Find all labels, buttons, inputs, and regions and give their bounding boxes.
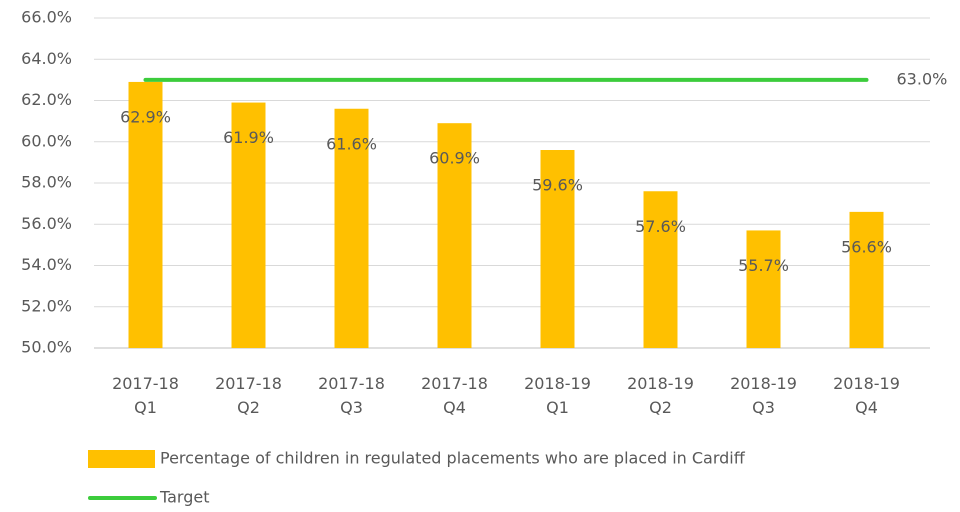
x-tick-label: 2018-19 Q1	[524, 374, 591, 417]
data-label: 61.6%	[326, 134, 377, 153]
x-tick-label: 2018-19 Q2	[627, 374, 694, 417]
bar	[746, 230, 781, 348]
data-label: 60.9%	[429, 149, 480, 168]
y-tick-label: 66.0%	[21, 8, 72, 27]
y-tick-label: 62.0%	[21, 90, 72, 109]
data-label: 59.6%	[532, 176, 583, 195]
bar	[334, 108, 369, 348]
bar	[643, 191, 678, 348]
data-label: 63.0%	[897, 69, 948, 88]
x-tick-label: 2017-18 Q1	[112, 374, 179, 417]
x-tick-label: 2017-18 Q4	[421, 374, 488, 417]
y-tick-label: 58.0%	[21, 173, 72, 192]
x-tick-label: 2017-18 Q3	[318, 374, 385, 417]
bar	[540, 150, 575, 348]
y-tick-label: 54.0%	[21, 255, 72, 274]
x-tick-label: 2018-19 Q4	[833, 374, 900, 417]
data-label: 61.9%	[223, 128, 274, 147]
x-tick-label: 2017-18 Q2	[215, 374, 282, 417]
y-tick-label: 56.0%	[21, 214, 72, 233]
data-label: 57.6%	[635, 217, 686, 236]
y-tick-label: 52.0%	[21, 296, 72, 315]
y-tick-label: 60.0%	[21, 131, 72, 150]
x-tick-label: 2018-19 Q3	[730, 374, 797, 417]
bar	[849, 211, 884, 348]
legend-label: Target	[159, 488, 210, 507]
legend-swatch	[88, 450, 155, 468]
y-tick-label: 50.0%	[21, 338, 72, 357]
bar	[437, 123, 472, 348]
data-label: 55.7%	[738, 256, 789, 275]
data-label: 56.6%	[841, 237, 892, 256]
data-label: 62.9%	[120, 107, 171, 126]
legend-label: Percentage of children in regulated plac…	[160, 449, 746, 468]
bar	[231, 102, 266, 348]
bar	[128, 81, 163, 348]
y-tick-label: 64.0%	[21, 49, 72, 68]
